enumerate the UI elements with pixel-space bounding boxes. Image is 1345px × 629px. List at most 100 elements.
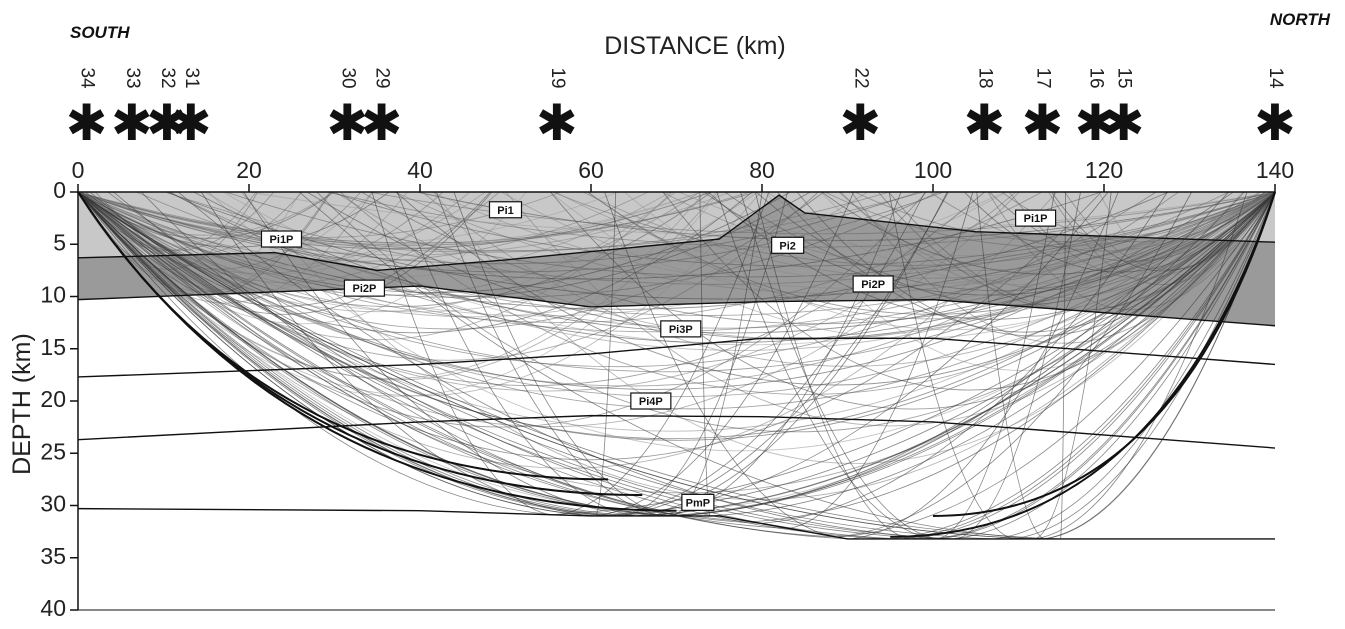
phase-label-box [343, 279, 386, 297]
ray-path [821, 191, 1276, 275]
ray-path [77, 191, 948, 517]
ray-envelope [77, 191, 609, 481]
interface-line-1 [77, 194, 1276, 272]
ray-path [824, 191, 1276, 248]
ray-path [77, 191, 701, 296]
ray-path [113, 191, 1276, 540]
ray-path [77, 191, 1168, 524]
ray-path [77, 191, 1066, 540]
station-16: 16 ✱ [1074, 67, 1116, 152]
ray-path [77, 191, 1112, 540]
phase-label-box [771, 236, 805, 254]
ray-path [624, 191, 1276, 331]
ray-path [77, 191, 617, 517]
ray-path [587, 191, 1276, 320]
x-tick-label: 120 [1085, 157, 1123, 183]
station-star-icon: ✱ [536, 94, 578, 152]
y-tick-label: 10 [40, 282, 66, 308]
x-tick-label: 20 [236, 157, 262, 183]
y-tick-label: 5 [53, 229, 66, 255]
north-label: NORTH [1270, 10, 1331, 29]
ray-path [587, 191, 1276, 315]
station-number: 29 [372, 67, 393, 88]
station-29: 29 ✱ [361, 67, 403, 152]
phase-label-pi3p: Pi3P [660, 320, 702, 338]
phase-label-pi2p: Pi2P [343, 279, 386, 297]
ray-path [94, 191, 1276, 494]
ray-path [225, 191, 1276, 278]
ray-path [77, 191, 985, 387]
phase-label-pi2: Pi2 [771, 236, 805, 254]
station-32: 32 ✱ [146, 67, 188, 152]
ray-path [765, 191, 1276, 371]
x-tick-label: 100 [914, 157, 952, 183]
phase-label-box [630, 392, 672, 410]
station-star-icon: ✱ [111, 94, 153, 152]
interface-line-5 [77, 507, 1275, 540]
station-30: 30 ✱ [326, 67, 368, 152]
ray-path [299, 191, 1276, 540]
phase-label-box [260, 230, 303, 248]
ray-path [77, 191, 1230, 333]
ray-path [755, 191, 1276, 540]
phase-label-text: Pi1P [270, 234, 294, 246]
phase-label-pi1: Pi1 [488, 201, 523, 219]
station-19: 19 ✱ [536, 67, 578, 152]
station-star-icon: ✱ [146, 94, 188, 152]
phase-label-text: Pi3P [669, 324, 693, 336]
ray-path [177, 191, 1276, 540]
phase-label-text: Pi2 [779, 240, 796, 252]
station-14: 14 ✱ [1254, 67, 1296, 152]
phase-label-text: PmP [686, 497, 710, 509]
station-number: 19 [547, 67, 568, 88]
station-star-icon: ✱ [326, 94, 368, 152]
ray-path [77, 191, 1234, 390]
axes: 0 20 40 60 80 100 120 140 0 5 10 15 20 25 30 35 40 [40, 157, 1294, 621]
station-number: 17 [1032, 67, 1053, 88]
ray-path [77, 191, 1265, 432]
ray-path [222, 191, 1276, 346]
station-markers: 34✱33✱32✱31✱30✱29✱19✱22✱18✱17✱16✱15✱14✱ [66, 67, 1296, 152]
phase-label-pi1p: Pi1P [260, 230, 303, 248]
station-star-icon: ✱ [1103, 94, 1145, 152]
station-number: 33 [122, 67, 143, 88]
station-number: 18 [974, 67, 995, 88]
phase-label-text: Pi2P [861, 279, 885, 291]
ray-path [550, 191, 1276, 410]
station-number: 15 [1114, 67, 1135, 88]
station-star-icon: ✱ [839, 94, 881, 152]
station-number: 16 [1085, 67, 1106, 88]
station-18: 18 ✱ [963, 67, 1005, 152]
ray-path [433, 191, 1276, 464]
y-tick-label: 30 [40, 491, 66, 517]
station-number: 34 [77, 67, 98, 89]
ray-path [77, 191, 649, 262]
station-star-icon: ✱ [66, 94, 108, 152]
station-number: 30 [337, 67, 358, 88]
station-star-icon: ✱ [1254, 94, 1296, 152]
ray-path [249, 191, 1276, 236]
station-22: 22 ✱ [839, 67, 881, 152]
ray-path [200, 191, 1276, 517]
y-tick-label: 0 [53, 177, 66, 203]
y-tick-label: 40 [40, 595, 66, 621]
station-number: 31 [181, 67, 202, 88]
ray-path [77, 191, 1169, 310]
interface-line-3 [77, 337, 1276, 378]
phase-labels: Pi1 Pi1P Pi1P Pi2 Pi2P Pi2P Pi3P Pi4P PmP [260, 201, 1057, 511]
ray-path [77, 191, 676, 312]
y-tick-label: 35 [40, 543, 66, 569]
station-number: 14 [1265, 67, 1286, 89]
ray-path [77, 191, 770, 516]
phase-label-box [660, 320, 702, 338]
station-34: 34 ✱ [66, 67, 108, 152]
phase-label-pmp: PmP [681, 493, 715, 511]
ray-path [316, 191, 1276, 433]
ray-path [77, 191, 334, 236]
station-star-icon: ✱ [361, 94, 403, 152]
station-star-icon: ✱ [170, 94, 212, 152]
x-tick-label: 140 [1256, 157, 1294, 183]
station-star-icon: ✱ [1021, 94, 1063, 152]
phase-label-text: Pi1 [497, 205, 514, 217]
